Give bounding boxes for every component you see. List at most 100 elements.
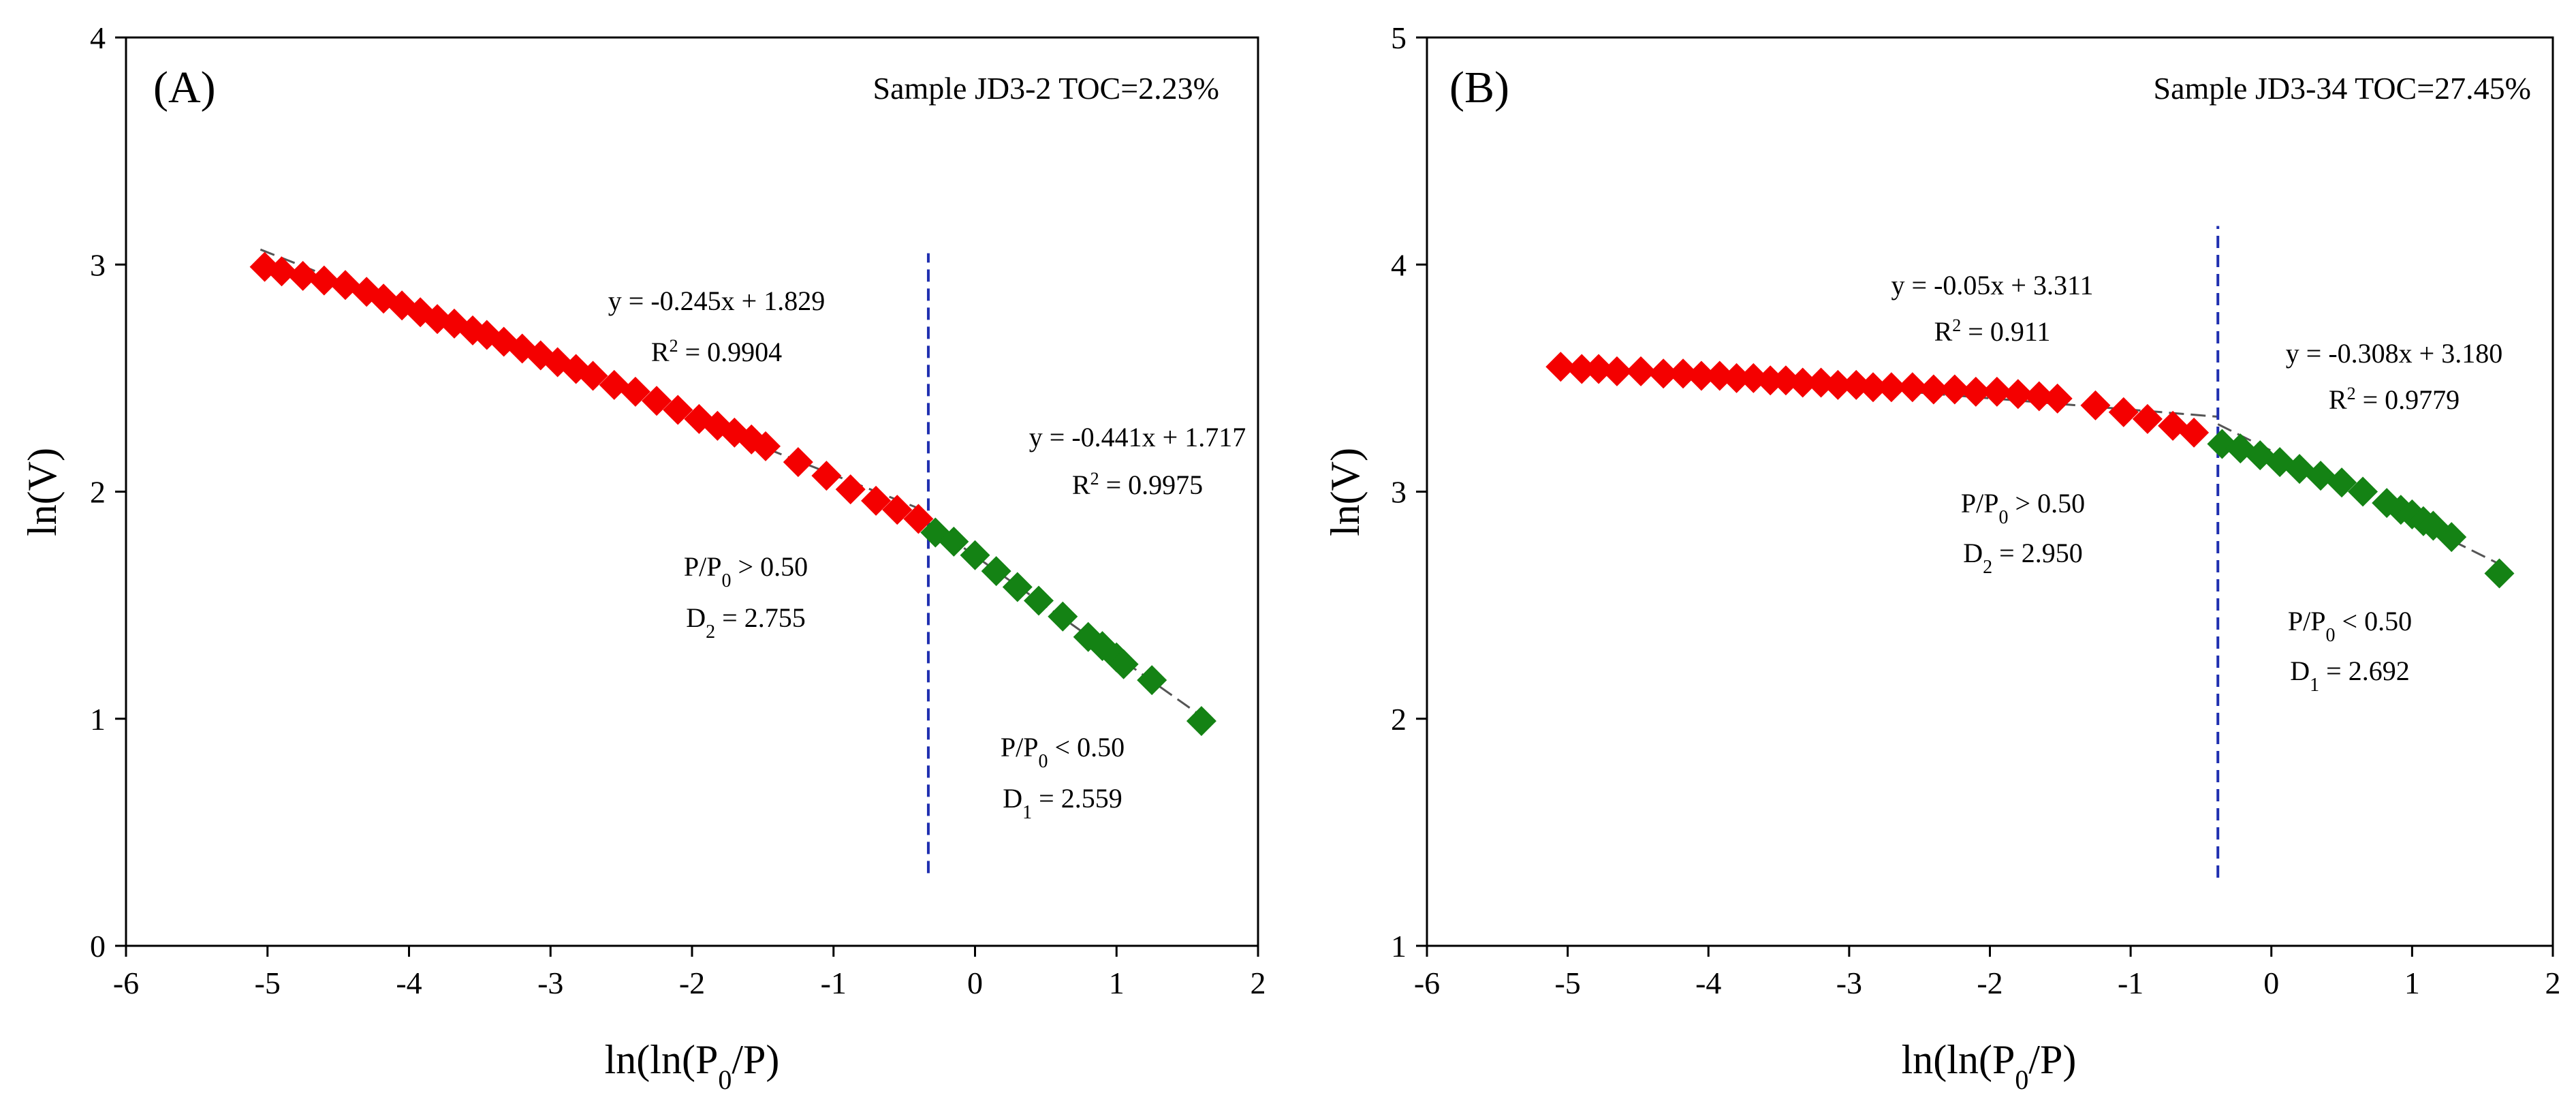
panel-a-x-tick-label: -1 (821, 966, 847, 1000)
panel-a-x-tick-label: -2 (679, 966, 705, 1000)
panel-a-green-point (960, 540, 990, 570)
panel-b-region-low-label: P/P0 < 0.50 (2288, 606, 2412, 646)
panel-b-red-point (1626, 356, 1656, 386)
panel-a-red-point (751, 431, 781, 461)
panel-a-green-point (1002, 572, 1033, 602)
panel-a-x-tick-label: -3 (537, 966, 563, 1000)
panel-a-green-point (1137, 665, 1167, 696)
panel-b-red-point (2002, 379, 2033, 410)
panel-a-green-point (981, 556, 1011, 587)
panel-a-red-point (578, 360, 608, 391)
panel-a-y-tick-label: 1 (90, 702, 106, 737)
panel-a-green-point (1108, 649, 1139, 679)
panel-b: -6 -5 -4 -3 -2 -1 0 1 2 1 2 3 4 5 (B) Sample JD3-34 … (1323, 20, 2561, 1095)
panel-a-y-tick-label: 4 (90, 20, 106, 55)
panel-b-red-point (1686, 360, 1716, 391)
panel-b-red-point (1876, 372, 1906, 403)
panel-b-red-point (1918, 374, 1949, 405)
panel-b-y-tick-label: 2 (1391, 702, 1407, 737)
panel-b-red-point (1858, 372, 1889, 403)
panel-b-red-point (1755, 365, 1786, 396)
panel-b-green-point (2484, 558, 2515, 589)
panel-a-red-point (861, 485, 892, 516)
panel-a-fit-lines (260, 248, 1210, 722)
panel-a-region-low-label: P/P0 < 0.50 (1001, 732, 1125, 772)
panel-b-fit1-equation: y = -0.05x + 3.311 (1891, 270, 2094, 301)
panel-b-red-point (1648, 358, 1679, 389)
panel-a-x-axis-title: ln(ln(P0/P) (605, 1037, 780, 1095)
panel-a-region-high-label: P/P0 > 0.50 (684, 551, 808, 591)
panel-b-x-tick-label: 0 (2263, 966, 2279, 1000)
panel-a-x-tick-label: -6 (113, 966, 139, 1000)
panel-b-red-point (1981, 376, 2012, 407)
panel-a-fit2-equation: y = -0.441x + 1.717 (1029, 422, 1246, 452)
panel-b-red-point (1897, 372, 1928, 403)
panel-a-green-point (1186, 706, 1216, 737)
panel-b-red-point (1939, 374, 1970, 405)
panel-a-red-point (620, 376, 650, 407)
panel-b-red-point (1668, 358, 1699, 389)
panel-b-red-point (2132, 403, 2163, 434)
panel-b-x-tick-label: -1 (2118, 966, 2143, 1000)
panel-b-x-tick-label: 2 (2545, 966, 2561, 1000)
panel-a-red-point (266, 256, 297, 287)
panel-b-red-point (1787, 367, 1818, 398)
panel-a-red-point (663, 395, 693, 425)
panel-b-red-point (1545, 352, 1576, 382)
panel-a-y-tick-label: 0 (90, 929, 106, 964)
panel-a-x-ticks: -6 -5 -4 -3 -2 -1 0 1 2 (113, 946, 1266, 1000)
panel-a-red-point (309, 265, 339, 296)
panel-b-red-point (2042, 383, 2073, 414)
panel-b-x-tick-label: -6 (1414, 966, 1440, 1000)
panel-a-red-point (903, 504, 934, 534)
panel-b-red-point (2108, 397, 2139, 427)
panel-b-red-point (1584, 354, 1614, 384)
panel-a-sample-label: Sample JD3-2 TOC=2.23% (873, 71, 1219, 106)
panel-b-fit1-r2: R2 = 0.911 (1934, 316, 2051, 348)
panel-a-y-tick-label: 3 (90, 247, 106, 282)
panel-a-x-tick-label: -4 (396, 966, 422, 1000)
panel-a-x-tick-label: -5 (255, 966, 281, 1000)
panel-a-fit1-r2: R2 = 0.9904 (651, 336, 782, 368)
panel-a-red-point (835, 474, 866, 505)
panel-b-sample-label: Sample JD3-34 TOC=27.45% (2153, 71, 2531, 106)
panel-b-x-tick-label: -2 (1977, 966, 2002, 1000)
panel-b-y-tick-label: 1 (1391, 929, 1407, 964)
panel-a-y-axis-title: ln(V) (20, 448, 65, 536)
panel-b-fit2-equation: y = -0.308x + 3.180 (2286, 338, 2502, 369)
panel-b-region-low-d: D1 = 2.692 (2290, 656, 2409, 696)
panel-a-red-point (642, 386, 672, 416)
panel-b-green-point (2436, 522, 2467, 553)
panel-b-red-point (1601, 356, 1632, 386)
panel-a-region-low-d: D1 = 2.559 (1003, 783, 1122, 823)
panel-b-red-point (1721, 363, 1752, 393)
panel-b-x-tick-label: -5 (1554, 966, 1580, 1000)
panel-b-y-tick-label: 3 (1391, 475, 1407, 510)
panel-a-fit2-r2: R2 = 0.9975 (1072, 469, 1203, 501)
panel-b-region-high-d: D2 = 2.950 (1963, 538, 2082, 578)
panel-a-green-point (1023, 585, 1054, 616)
panel-b-region-high-label: P/P0 > 0.50 (1961, 488, 2085, 528)
panel-b-y-axis-title: ln(V) (1323, 448, 1368, 536)
panel-b-x-tick-label: -3 (1836, 966, 1862, 1000)
panel-b-red-point (1960, 376, 1991, 407)
panel-a-label: (A) (153, 63, 216, 112)
panel-a-green-point (939, 526, 969, 557)
panel-a-data-points (249, 251, 1216, 737)
panel-b-y-tick-label: 5 (1391, 20, 1407, 55)
panel-a-y-ticks: 0 1 2 3 4 (90, 20, 126, 964)
panel-b-x-tick-label: 1 (2404, 966, 2420, 1000)
panel-a-red-point (882, 495, 913, 525)
panel-b-y-tick-label: 4 (1391, 247, 1407, 282)
panel-b-red-point (1823, 369, 1853, 400)
panel-a-red-point (783, 447, 813, 478)
panel-b-red-point (2024, 381, 2054, 412)
panel-b-red-point (1567, 354, 1597, 384)
panel-b-x-tick-label: -4 (1695, 966, 1721, 1000)
panel-a-red-point (811, 461, 842, 491)
panel-b-data-points (1545, 352, 2515, 589)
panel-b-green-point (2327, 467, 2357, 498)
panel-b-label: (B) (1449, 63, 1509, 112)
panel-b-y-ticks: 1 2 3 4 5 (1391, 20, 1427, 964)
